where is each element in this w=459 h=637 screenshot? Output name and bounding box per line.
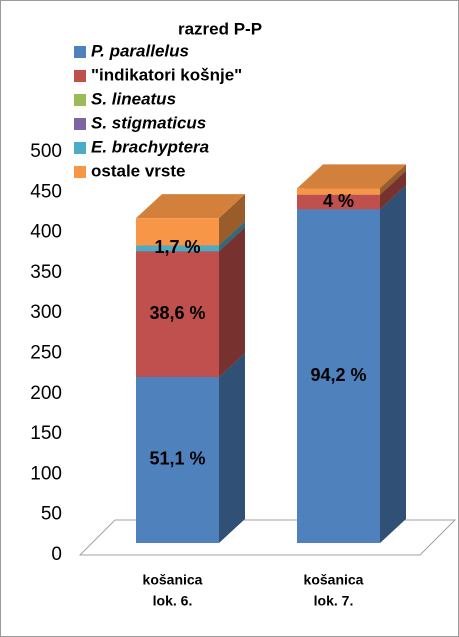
- x-tick-label: košanica: [143, 572, 203, 588]
- data-label: 94,2 %: [310, 365, 366, 385]
- y-tick-label: 450: [30, 181, 62, 202]
- legend-swatch: [74, 94, 86, 106]
- legend-label: S. lineatus: [91, 89, 176, 108]
- bar-segment: [297, 209, 380, 544]
- y-tick-label: 500: [30, 141, 62, 162]
- floor: [78, 519, 457, 556]
- y-tick-label: 0: [51, 544, 62, 565]
- bar-segment: [136, 245, 219, 252]
- legend-swatch: [74, 142, 86, 154]
- y-tick-label: 250: [30, 343, 62, 364]
- y-tick-label: 300: [30, 302, 62, 323]
- legend-label: S. stigmaticus: [91, 113, 206, 132]
- bar-side: [380, 164, 406, 195]
- x-tick-label: lok. 6.: [153, 593, 193, 609]
- x-tick-label: košanica: [304, 572, 364, 588]
- legend-swatch: [74, 118, 86, 130]
- y-tick-label: 150: [30, 423, 62, 444]
- bar-side: [219, 352, 245, 543]
- legend-label: "indikatori košnje": [91, 65, 242, 84]
- bar-segment: [297, 188, 380, 195]
- bar-segment: [297, 194, 380, 210]
- legend-swatch: [74, 70, 86, 82]
- data-label: 4 %: [323, 191, 354, 211]
- y-tick-label: 100: [30, 463, 62, 484]
- bar-segment: [136, 251, 219, 377]
- data-label: 51,1 %: [149, 449, 205, 469]
- data-label: 1,7 %: [154, 237, 200, 257]
- bar-side: [219, 194, 245, 246]
- bar-side: [219, 227, 245, 377]
- y-tick-label: 400: [30, 222, 62, 243]
- bar-top: [136, 194, 245, 219]
- bar-top: [297, 164, 406, 189]
- bar-side: [380, 170, 406, 210]
- chart-title: razred P-P: [178, 19, 262, 38]
- y-tick-label: 350: [30, 262, 62, 283]
- bar-segment: [136, 376, 219, 543]
- legend-label: ostale vrste: [91, 161, 186, 180]
- legend-label: P. parallelus: [91, 41, 189, 60]
- bar-side: [219, 221, 245, 252]
- bar-side: [380, 185, 406, 544]
- data-label: 38,6 %: [149, 303, 205, 323]
- y-tick-label: 50: [41, 504, 62, 525]
- legend-label: E. brachyptera: [91, 137, 209, 156]
- y-tick-label: 200: [30, 383, 62, 404]
- legend-swatch: [74, 46, 86, 58]
- legend-swatch: [74, 166, 86, 178]
- bar-segment: [136, 218, 219, 246]
- x-tick-label: lok. 7.: [314, 593, 354, 609]
